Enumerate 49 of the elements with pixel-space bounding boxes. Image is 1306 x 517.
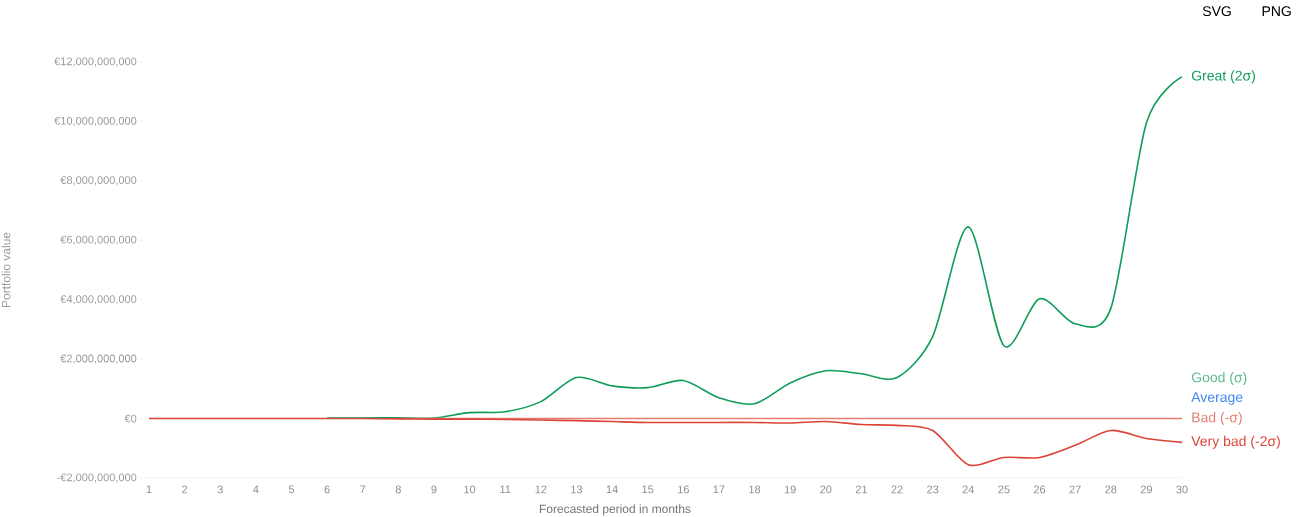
legend-label: Good (σ) (1191, 372, 1247, 386)
x-tick-label: 2 (182, 485, 188, 494)
x-tick-label: 28 (1105, 485, 1117, 494)
x-axis-title: Forecasted period in months (539, 504, 691, 516)
x-tick-label: 9 (431, 485, 437, 494)
x-tick-label: 30 (1176, 485, 1188, 494)
text: SVG (1202, 6, 1231, 17)
x-tick-label: 25 (998, 485, 1010, 494)
x-tick-label: 6 (324, 485, 330, 494)
y-tick-label: €0 (124, 414, 137, 423)
x-tick-label: 29 (1140, 485, 1152, 494)
y-tick-label: €4,000,000,000 (60, 295, 137, 305)
line-series (326, 76, 1183, 420)
x-tick-label: 19 (784, 485, 796, 494)
x-tick-label: 3 (217, 485, 223, 494)
y-tick-label: €10,000,000,000 (54, 116, 137, 126)
x-tick-label: 7 (360, 485, 366, 494)
x-tick-label: 1 (146, 485, 152, 494)
x-tick-label: 14 (606, 485, 618, 494)
x-tick-label: 20 (820, 485, 832, 494)
y-tick-label: €2,000,000,000 (60, 354, 137, 364)
x-tick-label: 10 (464, 485, 476, 494)
x-tick-label: 22 (891, 485, 903, 494)
y-tick-label: €12,000,000,000 (54, 57, 137, 67)
x-tick-label: 4 (253, 485, 259, 494)
x-tick-label: 24 (962, 485, 975, 494)
y-tick-label: €8,000,000,000 (60, 176, 137, 186)
y-axis-title: Portfolio value (1, 232, 11, 308)
series-label: Bad (-σ) (1192, 412, 1242, 426)
x-tick-label: 13 (571, 485, 583, 494)
x-tick-label: 17 (713, 485, 725, 494)
y-tick-label: -€2,000,000,000 (57, 473, 137, 483)
x-tick-label: 27 (1069, 485, 1081, 494)
x-tick-label: 26 (1033, 485, 1046, 494)
x-tick-label: 5 (288, 485, 295, 494)
x-tick-label: 18 (749, 485, 761, 494)
x-tick-label: 11 (500, 485, 511, 494)
legend-label: Average (1191, 392, 1243, 405)
x-tick-label: 16 (678, 485, 689, 494)
text: PNG (1262, 6, 1291, 17)
x-tick-label: 12 (535, 485, 547, 494)
x-tick-label: 15 (642, 485, 654, 494)
x-tick-label: 8 (395, 485, 401, 494)
y-tick-label: €6,000,000,000 (60, 235, 137, 245)
series-label: Very bad (-2σ) (1191, 435, 1280, 449)
x-tick-label: 21 (855, 485, 867, 494)
series-label: Great (2σ) (1191, 70, 1255, 84)
line-series (148, 417, 1183, 466)
x-tick-label: 23 (927, 485, 939, 494)
